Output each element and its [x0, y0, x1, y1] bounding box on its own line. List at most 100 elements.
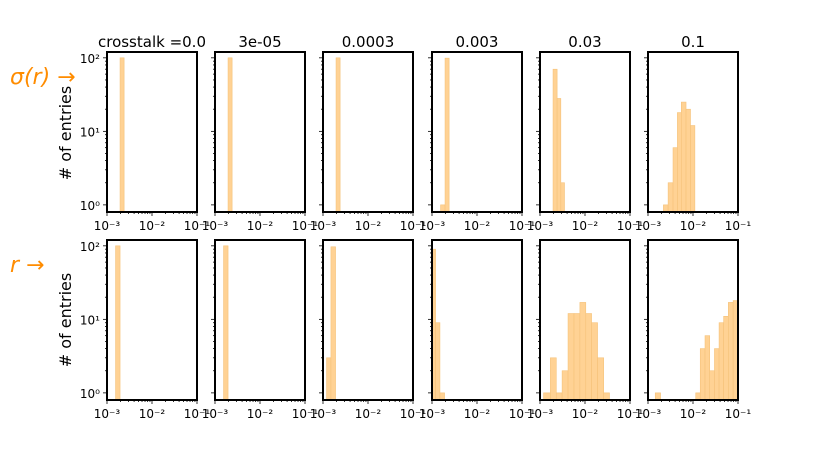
- axes-frame: [322, 239, 414, 401]
- axes-frame: [106, 239, 198, 401]
- histogram-bar: [579, 302, 587, 400]
- histogram-bar: [585, 313, 592, 400]
- panel-1-4: 10⁻³ 10⁻² 10⁻¹: [527, 239, 644, 421]
- panel-0-2: 10⁻³ 10⁻² 10⁻¹ 0.0003: [310, 33, 427, 233]
- histogram-bar: [561, 370, 569, 400]
- histogram-bar: [115, 245, 121, 400]
- bars: [663, 101, 696, 212]
- x-tick-label: 10⁻²: [680, 407, 707, 421]
- x-tick-label: 10⁻³: [635, 219, 662, 233]
- histogram-bar: [709, 370, 715, 400]
- histogram-bar: [556, 98, 562, 212]
- histogram-bar: [223, 245, 229, 400]
- x-tick-label: 10⁻²: [572, 407, 599, 421]
- row-label-r: r →: [10, 253, 44, 278]
- x-tick-label: 10⁻¹: [509, 219, 536, 233]
- x-tick-label: 10⁻¹: [617, 219, 644, 233]
- ylabel-row-1: # of entries: [56, 86, 75, 180]
- bars: [119, 57, 125, 212]
- y-tick-label: 10¹: [80, 125, 100, 139]
- bars: [326, 246, 336, 400]
- x-tick-label: 10⁻¹: [725, 407, 752, 421]
- histogram-bar: [597, 357, 604, 400]
- histogram-bar: [681, 101, 687, 212]
- y-tick-label: 10²: [80, 52, 100, 66]
- x-tick-label: 10⁻²: [355, 407, 382, 421]
- bars: [440, 57, 450, 212]
- axes-frame: [214, 239, 306, 401]
- x-tick-label: 10⁻³: [527, 219, 554, 233]
- panel-0-0: 10⁰ 10¹ 10² 10⁻³ 10⁻² 10⁻¹ crosstalk =0.0: [80, 33, 210, 233]
- histogram-bar: [723, 316, 729, 400]
- histogram-bar: [677, 112, 682, 212]
- bars: [654, 300, 738, 400]
- panel-0-4: 10⁻³ 10⁻² 10⁻¹ 0.03: [527, 33, 644, 233]
- x-tick-label: 10⁻¹: [400, 219, 427, 233]
- histogram-bar: [335, 57, 341, 212]
- histogram-bar: [560, 182, 565, 212]
- histogram-bar: [685, 108, 691, 212]
- histogram-bar: [227, 57, 233, 212]
- histogram-bar: [550, 357, 557, 400]
- panel-title: 0.03: [568, 33, 601, 51]
- histogram-bar: [667, 182, 674, 212]
- bars: [115, 245, 121, 400]
- histogram-bar: [704, 335, 710, 400]
- histogram-bar: [119, 57, 125, 212]
- panel-0-5: 10⁻³ 10⁻² 10⁻¹ 0.1: [635, 33, 752, 233]
- x-tick-label: 10⁻²: [464, 407, 491, 421]
- bars: [223, 245, 229, 400]
- panel-title: crosstalk =0.0: [98, 33, 206, 51]
- panel-1-1: 10⁻³ 10⁻² 10⁻¹: [202, 239, 319, 421]
- x-tick-label: 10⁻¹: [184, 219, 211, 233]
- x-tick-label: 10⁻³: [94, 219, 121, 233]
- x-tick-label: 10⁻³: [310, 407, 337, 421]
- histogram-bar: [732, 300, 738, 400]
- x-tick-label: 10⁻²: [355, 219, 382, 233]
- bars: [552, 68, 565, 212]
- bars: [543, 302, 610, 400]
- panel-1-2: 10⁻³ 10⁻² 10⁻¹: [310, 239, 427, 421]
- panel-title: 0.003: [456, 33, 499, 51]
- bars: [432, 248, 445, 400]
- x-tick-label: 10⁻²: [139, 407, 166, 421]
- histogram-bar: [552, 68, 558, 212]
- x-tick-label: 10⁻²: [247, 407, 274, 421]
- panel-title: 0.0003: [342, 33, 395, 51]
- x-tick-label: 10⁻¹: [400, 407, 427, 421]
- x-tick-label: 10⁻³: [419, 407, 446, 421]
- panel-1-3: 10⁻³ 10⁻² 10⁻¹: [419, 239, 536, 421]
- x-tick-label: 10⁻¹: [292, 407, 319, 421]
- y-tick-label: 10⁰: [80, 199, 100, 213]
- histogram-bar: [714, 348, 720, 400]
- histogram-bar: [330, 246, 336, 400]
- x-tick-label: 10⁻²: [139, 219, 166, 233]
- x-tick-label: 10⁻¹: [509, 407, 536, 421]
- x-tick-label: 10⁻³: [419, 219, 446, 233]
- panel-0-1: 10⁻³ 10⁻² 10⁻¹ 3e-05: [202, 33, 319, 233]
- row-label-sigma: σ(r) →: [10, 65, 76, 90]
- y-tick-label: 10⁰: [80, 387, 100, 401]
- bars: [227, 57, 233, 212]
- histogram-bar: [567, 313, 575, 400]
- histogram-bar: [699, 348, 706, 400]
- x-tick-label: 10⁻³: [635, 407, 662, 421]
- x-tick-label: 10⁻³: [202, 219, 229, 233]
- x-tick-label: 10⁻³: [202, 407, 229, 421]
- x-tick-label: 10⁻³: [310, 219, 337, 233]
- bars: [335, 57, 341, 212]
- histogram-bar: [603, 392, 610, 400]
- histogram-bar: [728, 302, 734, 400]
- x-tick-label: 10⁻²: [247, 219, 274, 233]
- axes-frame: [431, 239, 523, 401]
- histogram-bar: [444, 57, 450, 212]
- x-tick-label: 10⁻³: [527, 407, 554, 421]
- histogram-bar: [439, 392, 445, 400]
- x-tick-label: 10⁻¹: [725, 219, 752, 233]
- x-tick-label: 10⁻¹: [617, 407, 644, 421]
- histogram-bar: [591, 322, 598, 400]
- y-tick-label: 10¹: [80, 313, 100, 327]
- x-tick-label: 10⁻²: [680, 219, 707, 233]
- histogram-bar: [435, 322, 441, 400]
